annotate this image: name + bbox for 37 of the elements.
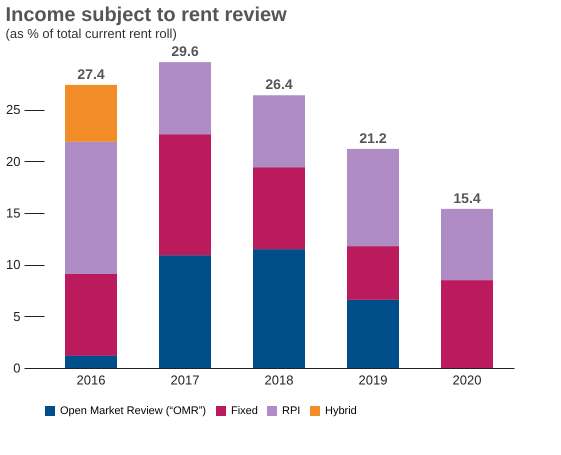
bar [65,84,117,142]
chart-subtitle: (as % of total current rent roll) [6,26,177,42]
bar [441,280,493,368]
total-label: 26.4 [265,76,293,92]
legend-label: Fixed [231,405,258,417]
legend-label: Open Market Review (“OMR”) [60,405,206,417]
bar [253,249,305,368]
bar [159,62,211,134]
bar [347,246,399,300]
x-tick-label: 2019 [358,372,388,388]
legend-label: RPI [282,405,300,417]
bar [347,148,399,246]
chart-title: Income subject to rent review [6,4,288,26]
bar [65,142,117,274]
y-tick-label: 0 [13,360,20,376]
total-label: 27.4 [77,66,105,82]
bar [65,274,117,356]
legend-label: Hybrid [325,405,357,417]
y-tick-label: 10 [6,257,20,272]
y-tick-label: 5 [13,308,20,324]
x-tick-label: 2016 [76,372,106,388]
y-tick-label: 25 [6,102,20,118]
x-tick-label: 2020 [452,372,482,388]
bar [441,208,493,280]
y-tick-label: 20 [6,154,20,169]
bar [253,95,305,168]
bar [159,255,211,368]
bar [65,356,117,368]
y-tick-label: 15 [6,206,20,220]
total-label: 15.4 [453,190,481,206]
total-label: 29.6 [171,43,199,60]
bar [347,300,399,368]
x-tick-label: 2018 [264,372,294,388]
bar [159,134,211,256]
x-tick-label: 2017 [170,372,200,388]
bar [253,168,305,250]
total-label: 21.2 [359,130,387,146]
